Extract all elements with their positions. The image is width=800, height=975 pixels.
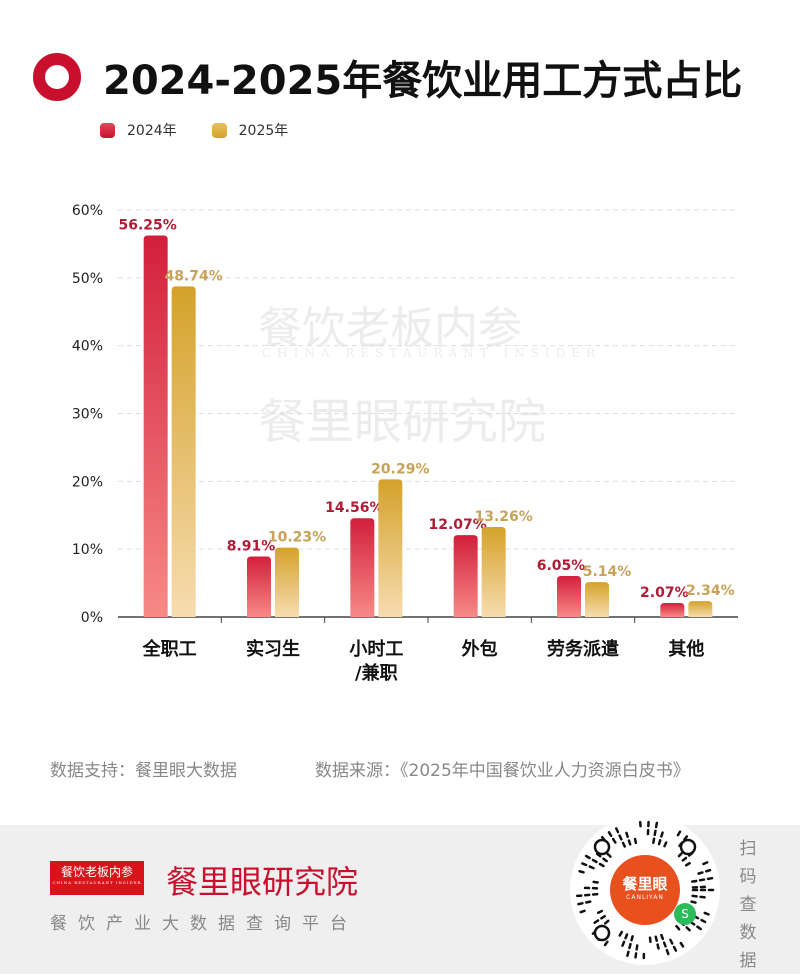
legend-item-2025: 2025年	[212, 120, 289, 140]
logo-text: 餐饮老板内参	[50, 863, 144, 880]
x-tick-label: 实习生	[246, 638, 300, 660]
legend: 2024年 2025年	[100, 120, 323, 140]
data-label: 14.56%	[325, 500, 383, 516]
legend-item-2024: 2024年	[100, 120, 177, 140]
data-label: 13.26%	[475, 509, 533, 525]
data-label: 20.29%	[371, 461, 429, 477]
data-label: 5.14%	[583, 564, 632, 580]
y-tick-label: 0%	[81, 610, 103, 626]
qr-badge-en: CANLIYAN	[610, 894, 680, 901]
bar-2025	[378, 479, 402, 617]
data-label: 2.07%	[640, 585, 689, 601]
x-tick-label: 外包	[462, 638, 498, 660]
bar-2024	[247, 557, 271, 617]
bar-2024	[660, 603, 684, 617]
x-tick-label: 全职工	[142, 638, 197, 660]
legend-swatch	[212, 123, 227, 138]
x-tick-label: 小时工	[349, 639, 403, 660]
data-label: 2.34%	[686, 583, 735, 599]
bar-2024	[454, 535, 478, 617]
y-tick-label: 10%	[72, 542, 103, 558]
x-tick-label: 劳务派遣	[547, 638, 619, 660]
legend-label: 2024年	[127, 120, 177, 140]
bar-2025	[585, 582, 609, 617]
bar-2024	[557, 576, 581, 617]
y-tick-label: 20%	[72, 474, 103, 490]
data-label: 48.74%	[165, 268, 223, 284]
page-title: 2024-2025年餐饮业用工方式占比	[103, 48, 742, 106]
y-tick-label: 50%	[72, 271, 103, 287]
data-source: 数据来源：《2025年中国餐饮业人力资源白皮书》	[315, 756, 690, 781]
brand-name: 餐里眼研究院	[166, 857, 358, 903]
data-label: 10.23%	[268, 530, 326, 546]
y-tick-label: 30%	[72, 407, 103, 423]
logo-sub: CHINA RESTAURANT INSIDER	[50, 880, 144, 885]
qr-badge-text: 餐里眼	[610, 873, 680, 894]
mini-program-icon: S	[674, 903, 696, 925]
scan-hint: 扫码查数据	[738, 835, 758, 975]
bar-2024	[350, 518, 374, 617]
title-row: 2024-2025年餐饮业用工方式占比	[33, 48, 742, 106]
bar-2025	[688, 601, 712, 617]
bar-2025	[172, 286, 196, 617]
data-label: 6.05%	[537, 558, 586, 574]
data-support: 数据支持：餐里眼大数据	[50, 756, 237, 781]
tagline: 餐饮产业大数据查询平台	[50, 909, 358, 934]
legend-label: 2025年	[239, 120, 289, 140]
bar-2025	[275, 548, 299, 617]
x-tick-label: /兼职	[355, 662, 398, 684]
data-label: 56.25%	[119, 217, 177, 233]
bar-2025	[482, 527, 506, 617]
bar-2024	[144, 235, 168, 617]
y-tick-label: 60%	[72, 203, 103, 219]
legend-swatch	[100, 123, 115, 138]
bar-chart: 0%10%20%30%40%50%60%全职工56.25%48.74%实习生8.…	[0, 190, 800, 700]
x-tick-label: 其他	[668, 638, 704, 660]
y-tick-label: 40%	[72, 339, 103, 355]
ring-icon	[33, 53, 81, 101]
